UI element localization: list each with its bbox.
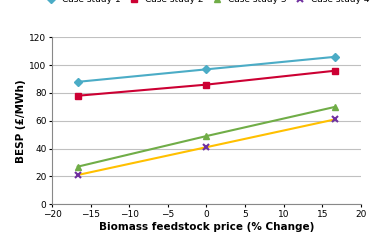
Case study 2	[204, 83, 209, 86]
Line: Case study 2: Case study 2	[75, 68, 338, 99]
Case study 2	[76, 94, 80, 97]
Case study 4	[333, 118, 337, 121]
Case study 3	[333, 105, 337, 108]
Case study 1	[333, 55, 337, 58]
Y-axis label: BESP (£/MWh): BESP (£/MWh)	[16, 79, 26, 163]
Line: Case study 3: Case study 3	[75, 104, 338, 169]
Line: Case study 1: Case study 1	[75, 54, 338, 85]
X-axis label: Biomass feedstock price (% Change): Biomass feedstock price (% Change)	[99, 222, 314, 232]
Case study 4	[204, 146, 209, 149]
Legend: Case study 1, Case study 2, Case study 3, Case study 4: Case study 1, Case study 2, Case study 3…	[43, 0, 370, 4]
Case study 1	[76, 80, 80, 83]
Line: Case study 4: Case study 4	[74, 116, 339, 179]
Case study 1	[204, 68, 209, 71]
Case study 2	[333, 69, 337, 72]
Case study 3	[204, 134, 209, 137]
Case study 4	[76, 174, 80, 177]
Case study 3	[76, 165, 80, 168]
